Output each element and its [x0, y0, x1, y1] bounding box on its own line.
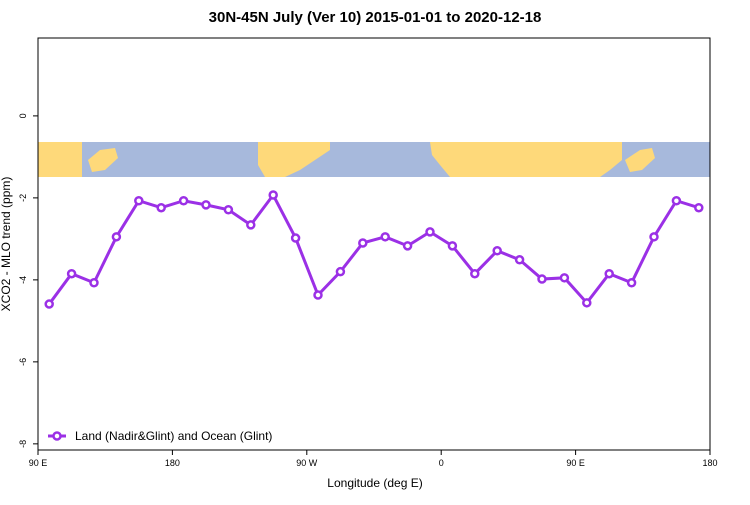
legend: Land (Nadir&Glint) and Ocean (Glint): [48, 429, 272, 443]
data-point: [470, 268, 480, 279]
data-point: [380, 232, 390, 242]
data-point: [66, 268, 77, 279]
data-point: [178, 196, 189, 206]
data-point: [134, 196, 144, 206]
data-point: [537, 274, 547, 284]
legend-label: Land (Nadir&Glint) and Ocean (Glint): [75, 429, 272, 443]
data-point: [559, 273, 570, 283]
plot-frame: [37, 37, 711, 451]
map-land: [625, 148, 655, 172]
y-tick-label: -8: [18, 440, 28, 448]
data-point: [268, 190, 278, 200]
data-point: [492, 246, 502, 256]
y-tick-label: -6: [18, 358, 28, 366]
legend-marker: [52, 431, 62, 441]
data-point: [649, 232, 659, 242]
data-point: [626, 277, 637, 288]
x-tick-label: 90 E: [29, 458, 48, 468]
x-tick-label: 90 E: [566, 458, 585, 468]
data-point: [201, 200, 211, 210]
x-axis-label: Longitude (deg E): [327, 476, 422, 490]
data-point: [604, 268, 614, 279]
data-point: [111, 232, 122, 242]
data-point: [447, 241, 458, 251]
data-point: [156, 202, 166, 213]
y-tick-label: 0: [18, 113, 28, 118]
map-land: [430, 142, 622, 177]
data-point: [89, 277, 99, 288]
x-tick-label: 0: [439, 458, 444, 468]
data-point: [313, 290, 323, 300]
x-tick-label: 180: [165, 458, 180, 468]
data-point: [246, 220, 256, 230]
map-land: [258, 142, 330, 177]
data-point: [582, 298, 592, 308]
map-band: [38, 142, 710, 177]
y-tick-label: -2: [18, 194, 28, 202]
data-point: [335, 266, 346, 277]
map-land: [38, 142, 82, 177]
y-axis-label: XCO2 - MLO trend (ppm): [0, 177, 13, 312]
data-point: [425, 227, 435, 237]
data-point: [223, 205, 234, 215]
chart-title: 30N-45N July (Ver 10) 2015-01-01 to 2020…: [209, 9, 542, 26]
y-tick-label: -4: [18, 276, 28, 284]
data-point: [671, 196, 682, 206]
data-point: [694, 202, 704, 213]
x-tick-label: 180: [702, 458, 717, 468]
map-land: [88, 148, 118, 172]
data-point: [402, 241, 413, 251]
x-tick-label: 90 W: [296, 458, 318, 468]
data-point: [44, 299, 54, 309]
data-point: [358, 238, 368, 248]
data-point: [290, 233, 301, 243]
data-point: [514, 255, 525, 265]
